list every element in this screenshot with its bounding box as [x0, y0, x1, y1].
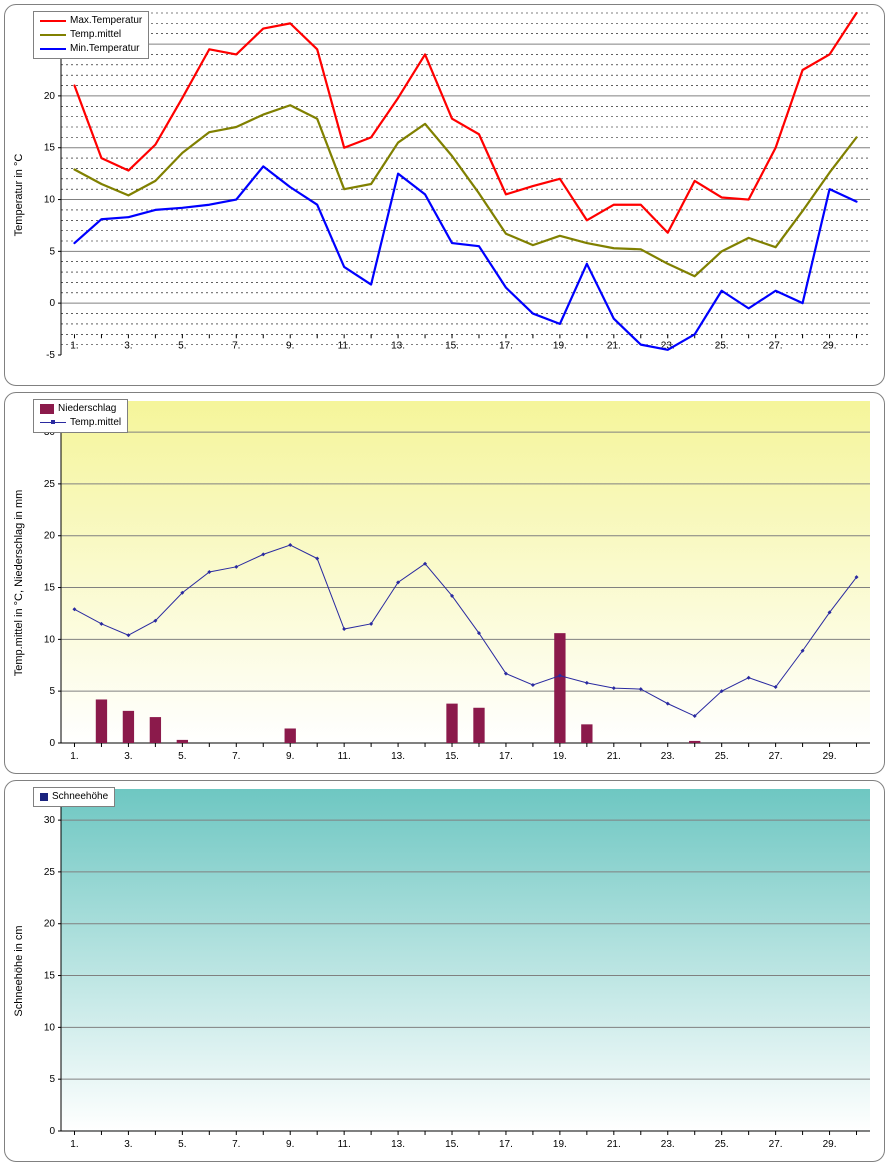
svg-text:19.: 19.	[553, 751, 567, 762]
svg-text:3.: 3.	[124, 340, 132, 351]
chart3-svg: 0 5 10 15 20 25 30 1. 3. 5. 7. 9. 11. 13. 15. 17. 19. 21.…	[5, 781, 884, 1159]
svg-text:1.: 1.	[70, 1139, 78, 1150]
svg-text:11.: 11.	[338, 340, 351, 351]
legend-label: Min.Temperatur	[70, 42, 139, 56]
svg-text:29.: 29.	[823, 751, 837, 762]
svg-text:25.: 25.	[715, 340, 729, 351]
svg-text:15: 15	[44, 143, 56, 154]
legend-label: Temp.mittel	[70, 28, 121, 42]
svg-text:7.: 7.	[232, 751, 240, 762]
chart2-svg: 0510152025301.3.5.7.9.11.13.15.17.19.21.…	[5, 393, 884, 771]
svg-text:0: 0	[49, 738, 55, 749]
svg-text:25.: 25.	[715, 751, 729, 762]
chart1-ylabel: Temperatur in °C	[13, 154, 25, 237]
legend-label: Niederschlag	[58, 402, 116, 416]
svg-text:30: 30	[44, 815, 56, 826]
svg-text:5.: 5.	[178, 340, 186, 351]
svg-text:13.: 13.	[391, 340, 405, 351]
legend-item-niederschlag: Niederschlag	[40, 402, 121, 416]
svg-text:9.: 9.	[286, 751, 294, 762]
chart-temperature-panel: Max.Temperatur Temp.mittel Min.Temperatu…	[4, 4, 885, 386]
svg-text:23.: 23.	[661, 1139, 675, 1150]
svg-text:21.: 21.	[607, 340, 621, 351]
chart3-ylabel: Schneehöhe in cm	[13, 925, 25, 1016]
svg-text:3.: 3.	[124, 751, 132, 762]
svg-text:19.: 19.	[553, 1139, 567, 1150]
svg-text:0: 0	[49, 1126, 55, 1137]
svg-text:11.: 11.	[338, 1139, 351, 1150]
legend-label: Max.Temperatur	[70, 14, 142, 28]
legend-item-temp-mittel: Temp.mittel	[40, 28, 142, 42]
svg-text:5: 5	[49, 246, 55, 257]
svg-text:20: 20	[44, 919, 56, 930]
svg-text:20: 20	[44, 91, 56, 102]
svg-text:25: 25	[44, 479, 56, 490]
svg-text:10: 10	[44, 634, 56, 645]
svg-text:15.: 15.	[445, 340, 459, 351]
chart-snow-panel: Schneehöhe Schneehöhe in cm 0 5 10 15 20 25 30…	[4, 780, 885, 1162]
svg-text:10: 10	[44, 195, 56, 206]
svg-text:27.: 27.	[769, 751, 783, 762]
svg-text:21.: 21.	[607, 751, 621, 762]
svg-text:15: 15	[44, 583, 56, 594]
chart-precipitation-panel: Niederschlag Temp.mittel Temp.mittel in …	[4, 392, 885, 774]
svg-text:27.: 27.	[769, 1139, 783, 1150]
svg-text:19.: 19.	[553, 340, 567, 351]
legend-label: Temp.mittel	[70, 416, 121, 430]
svg-text:13.: 13.	[391, 1139, 405, 1150]
svg-text:3.: 3.	[124, 1139, 132, 1150]
svg-text:-5: -5	[46, 350, 55, 361]
svg-text:15: 15	[44, 971, 56, 982]
legend-item-schneehoehe: Schneehöhe	[40, 790, 108, 804]
svg-text:7.: 7.	[232, 1139, 240, 1150]
svg-text:5.: 5.	[178, 1139, 186, 1150]
legend-item-temp-mittel-2: Temp.mittel	[40, 416, 121, 430]
svg-text:15.: 15.	[445, 751, 459, 762]
svg-text:9.: 9.	[286, 1139, 294, 1150]
svg-text:5: 5	[49, 686, 55, 697]
chart2-ylabel: Temp.mittel in °C, Niederschlag in mm	[13, 490, 25, 677]
svg-text:1.: 1.	[70, 340, 78, 351]
svg-text:11.: 11.	[338, 751, 351, 762]
svg-text:0: 0	[49, 298, 55, 309]
svg-text:20: 20	[44, 531, 56, 542]
svg-text:21.: 21.	[607, 1139, 621, 1150]
legend-label: Schneehöhe	[52, 790, 108, 804]
svg-text:25: 25	[44, 867, 56, 878]
svg-text:23.: 23.	[661, 751, 675, 762]
svg-text:17.: 17.	[499, 751, 513, 762]
svg-text:15.: 15.	[445, 1139, 459, 1150]
svg-text:10: 10	[44, 1022, 56, 1033]
svg-text:7.: 7.	[232, 340, 240, 351]
legend-item-max-temp: Max.Temperatur	[40, 14, 142, 28]
svg-text:5: 5	[49, 1074, 55, 1085]
chart2-legend: Niederschlag Temp.mittel	[33, 399, 128, 433]
svg-text:27.: 27.	[769, 340, 783, 351]
svg-text:25.: 25.	[715, 1139, 729, 1150]
svg-text:5.: 5.	[178, 751, 186, 762]
svg-text:17.: 17.	[499, 340, 513, 351]
chart3-legend: Schneehöhe	[33, 787, 115, 807]
svg-text:9.: 9.	[286, 340, 294, 351]
chart1-legend: Max.Temperatur Temp.mittel Min.Temperatu…	[33, 11, 149, 59]
legend-item-min-temp: Min.Temperatur	[40, 42, 142, 56]
svg-text:13.: 13.	[391, 751, 405, 762]
svg-text:1.: 1.	[70, 751, 78, 762]
svg-text:17.: 17.	[499, 1139, 513, 1150]
svg-text:29.: 29.	[823, 1139, 837, 1150]
chart1-svg: -505101520251.3.5.7.9.11.13.15.17.19.21.…	[5, 5, 884, 383]
svg-text:29.: 29.	[823, 340, 837, 351]
